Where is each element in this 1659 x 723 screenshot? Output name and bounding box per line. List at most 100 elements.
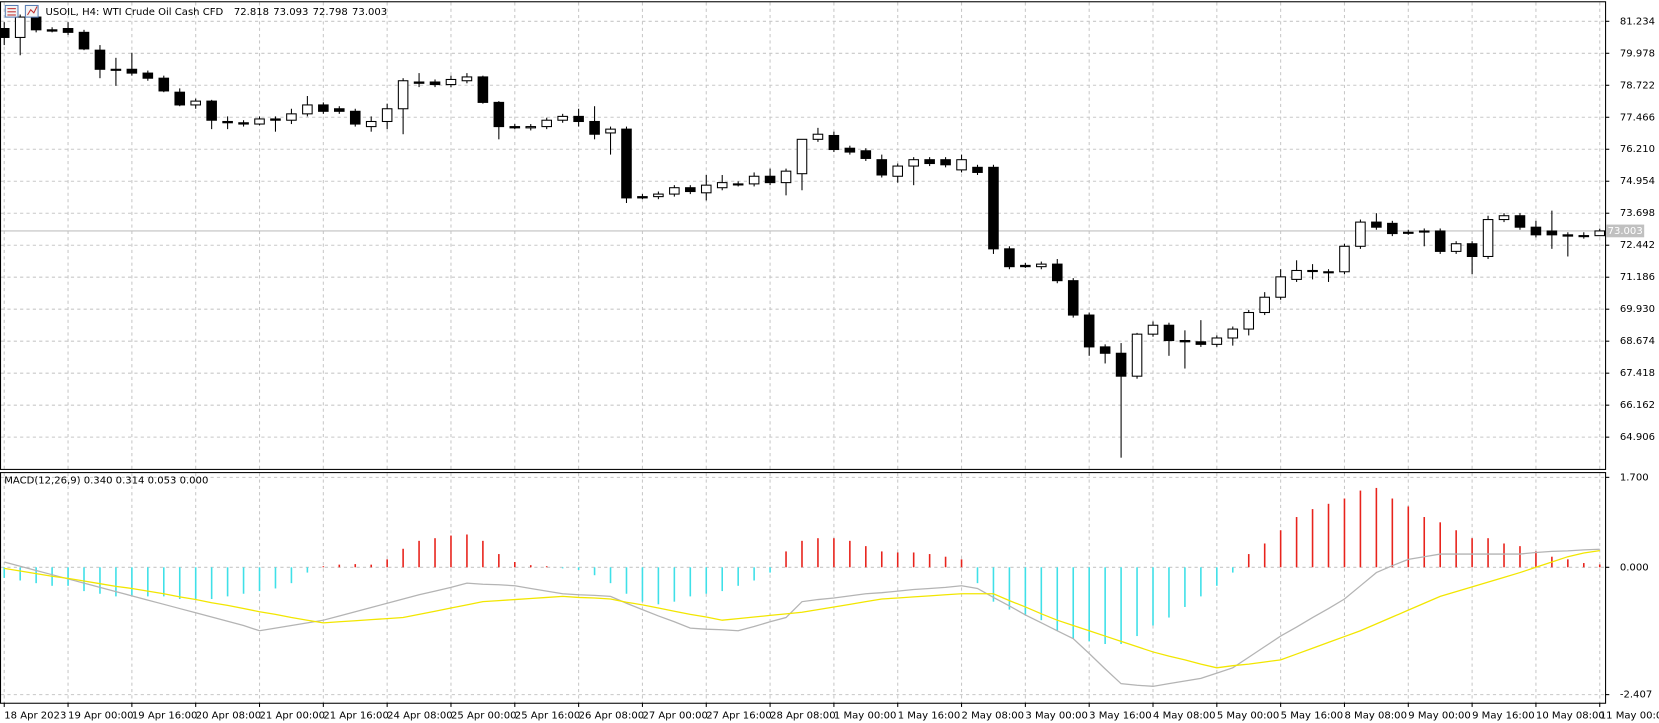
candle-body: [1179, 339, 1191, 343]
x-tick-label: 9 May 16:00: [1472, 710, 1535, 721]
y-tick-label: 76.210: [1620, 144, 1655, 155]
candle-body: [206, 100, 217, 121]
candle-body: [397, 80, 409, 110]
candle-body: [14, 16, 26, 38]
x-tick-label: 9 May 00:00: [1408, 710, 1471, 721]
candle-body: [1147, 324, 1159, 335]
candle-body: [525, 126, 537, 129]
x-tick-label: 8 May 08:00: [1344, 710, 1407, 721]
main-frame: [0, 1, 1607, 470]
x-tick-label: 1 May 16:00: [898, 710, 961, 721]
candle-body: [1004, 248, 1015, 268]
candle-body: [844, 147, 856, 153]
candle-body: [1402, 231, 1414, 234]
candle-body: [812, 133, 824, 140]
y-tick-label: 81.234: [1620, 16, 1655, 27]
x-tick-label: 25 Apr 00:00: [451, 710, 517, 721]
candle-body: [334, 108, 345, 112]
candle-body: [685, 187, 696, 193]
candle-body: [62, 28, 74, 33]
candle-body: [1355, 221, 1366, 247]
candle-body: [174, 91, 186, 106]
x-tick-label: 20 Apr 08:00: [196, 710, 262, 721]
x-tick-label: 3 May 00:00: [1025, 710, 1088, 721]
candle-body: [700, 184, 712, 194]
y-tick-label: 64.906: [1620, 432, 1655, 443]
candle-body: [142, 72, 154, 79]
candle-body: [716, 182, 728, 189]
candle-body: [190, 100, 201, 106]
y-tick-label: 73.698: [1620, 208, 1655, 219]
y-tick-label: 79.978: [1620, 48, 1655, 59]
candle-body: [1371, 221, 1382, 228]
candle-body: [461, 76, 473, 82]
candle-body: [1291, 269, 1302, 280]
candle-body: [1323, 271, 1334, 274]
candle-body: [493, 101, 505, 128]
marks-layer: [0, 14, 1606, 687]
x-tick-label: 24 Apr 08:00: [387, 710, 453, 721]
candle-body: [1195, 341, 1207, 345]
chart-title: USOIL, H4: WTI Crude Oil Cash CFD: [45, 7, 223, 18]
candle-body: [78, 31, 90, 50]
y-tick-label: 0.000: [1620, 562, 1649, 573]
x-tick-label: 21 Apr 16:00: [323, 710, 389, 721]
x-tick-label: 25 Apr 16:00: [515, 710, 581, 721]
candle-body: [1099, 346, 1111, 354]
candle-body: [413, 81, 425, 84]
candle-body: [541, 119, 552, 128]
candle-body: [557, 115, 568, 121]
candle-body: [1482, 219, 1494, 258]
candle-body: [30, 16, 42, 31]
candle-body: [764, 175, 776, 184]
candle-body: [1083, 314, 1095, 348]
candle-body: [1259, 296, 1270, 314]
y-tick-label: 68.674: [1620, 336, 1655, 347]
candle-body: [1036, 263, 1047, 268]
y-tick-label: 77.466: [1620, 112, 1655, 123]
x-tick-label: 19 Apr 16:00: [132, 710, 198, 721]
candle-body: [0, 28, 10, 38]
icon-line: [27, 6, 38, 16]
candle-body: [1339, 245, 1350, 273]
candle-body: [1514, 215, 1526, 228]
candle-body: [1594, 230, 1606, 237]
candle-body: [1387, 222, 1398, 235]
candle-body: [748, 175, 760, 185]
x-tick-label: 2 May 08:00: [962, 710, 1025, 721]
indicator-label: MACD(12,26,9) 0.340 0.314 0.053 0.000: [4, 476, 208, 487]
toolbar-icons[interactable]: [4, 4, 39, 18]
x-tick-label: 3 May 16:00: [1089, 710, 1152, 721]
candle-body: [46, 29, 58, 32]
candle-body: [1498, 215, 1510, 221]
x-tick-label: 19 Apr 00:00: [68, 710, 134, 721]
x-tick-label: 4 May 08:00: [1153, 710, 1216, 721]
candle-body: [876, 159, 888, 176]
candle-body: [796, 138, 808, 175]
x-tick-label: 27 Apr 16:00: [706, 710, 772, 721]
candle-body: [669, 187, 680, 195]
candle-body: [1051, 263, 1063, 282]
candle-body: [940, 159, 951, 166]
candle-body: [286, 113, 297, 121]
candle-body: [605, 128, 616, 134]
x-tick-label: 11 May 00:00: [1600, 710, 1659, 721]
candle-body: [477, 76, 489, 103]
x-tick-label: 1 May 00:00: [834, 710, 897, 721]
x-tick-label: 18 Apr 2023: [4, 710, 66, 721]
y-tick-label: 67.418: [1620, 368, 1655, 379]
candle-body: [365, 120, 377, 128]
y-tick-label: 69.930: [1620, 304, 1655, 315]
y-tick-label: 74.954: [1620, 176, 1655, 187]
candle-body: [509, 126, 521, 129]
candle-body: [1275, 276, 1286, 298]
candle-body: [318, 104, 329, 112]
candle-body: [637, 196, 648, 199]
candle-body: [1418, 230, 1430, 233]
candle-body: [302, 104, 313, 115]
candle-body: [972, 166, 983, 173]
candle-body: [924, 159, 935, 165]
y-tick-label: 71.186: [1620, 272, 1655, 283]
